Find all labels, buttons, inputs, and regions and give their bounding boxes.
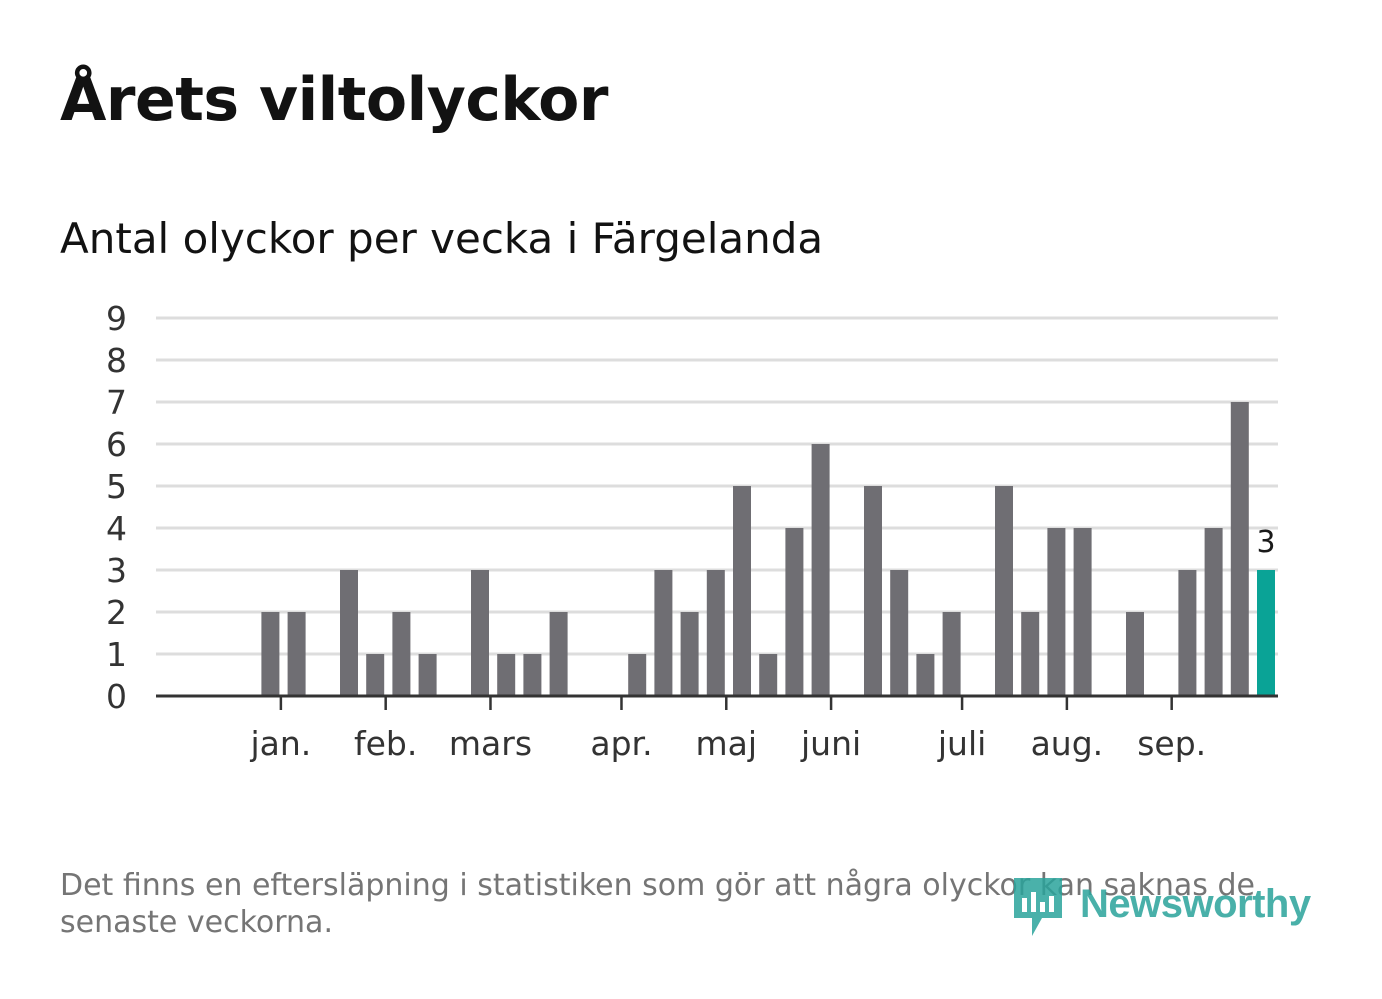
data-label: 3: [1256, 525, 1275, 560]
bar: [1204, 528, 1223, 696]
bar: [418, 654, 437, 696]
bar: [654, 570, 673, 696]
y-tick-label: 8: [106, 341, 127, 380]
y-tick-label: 2: [106, 593, 127, 632]
bar: [471, 570, 489, 696]
bar: [916, 654, 935, 696]
month-label: sep.: [1137, 724, 1206, 763]
y-tick-label: 0: [106, 677, 127, 716]
bar: [497, 654, 516, 696]
newsworthy-logo-icon: [1014, 878, 1062, 936]
bar: [942, 612, 961, 696]
month-label: apr.: [590, 724, 652, 763]
bar: [549, 612, 568, 696]
bar: [785, 528, 804, 696]
y-tick-label: 5: [106, 467, 127, 506]
month-label: juni: [800, 724, 861, 763]
y-tick-label: 6: [106, 425, 127, 464]
y-tick-label: 1: [106, 635, 127, 674]
data-labels: 3: [1256, 525, 1275, 560]
bar: [1126, 612, 1144, 696]
month-label: jan.: [249, 724, 311, 763]
bar: [523, 654, 542, 696]
bar: [864, 486, 882, 696]
bar: [1230, 402, 1249, 696]
bar: [366, 654, 385, 696]
month-label: maj: [696, 724, 758, 763]
bar: [261, 612, 280, 696]
bar: [890, 570, 909, 696]
month-label: mars: [449, 724, 532, 763]
bar: [1178, 570, 1197, 696]
chart-subtitle: Antal olyckor per vecka i Färgelanda: [60, 214, 824, 263]
bar-highlight: [1257, 570, 1275, 696]
bar: [995, 486, 1013, 696]
month-label: aug.: [1031, 724, 1104, 763]
month-label: feb.: [354, 724, 417, 763]
month-label: juli: [937, 724, 986, 763]
y-tick-label: 7: [106, 383, 127, 422]
bar: [733, 486, 751, 696]
bar: [340, 570, 358, 696]
bar: [759, 654, 778, 696]
bar: [628, 654, 647, 696]
bar: [680, 612, 699, 696]
y-tick-label: 3: [106, 551, 127, 590]
month-labels: jan. feb. mars apr. maj juni juli aug. sep.: [249, 724, 1206, 763]
bar: [392, 612, 411, 696]
newsworthy-logo-text: Newsworthy: [1080, 882, 1311, 926]
newsworthy-logo[interactable]: Newsworthy: [1010, 874, 1330, 944]
bar: [1047, 528, 1066, 696]
y-tick-label: 4: [106, 509, 127, 548]
bars: [261, 402, 1275, 696]
bar: [811, 444, 830, 696]
y-tick-label: 9: [106, 299, 127, 338]
chart-title: Årets viltolyckor: [60, 65, 609, 135]
bar: [1073, 528, 1092, 696]
bar: [706, 570, 725, 696]
x-axis: [156, 694, 1278, 710]
bar: [1021, 612, 1040, 696]
bar: [287, 612, 306, 696]
